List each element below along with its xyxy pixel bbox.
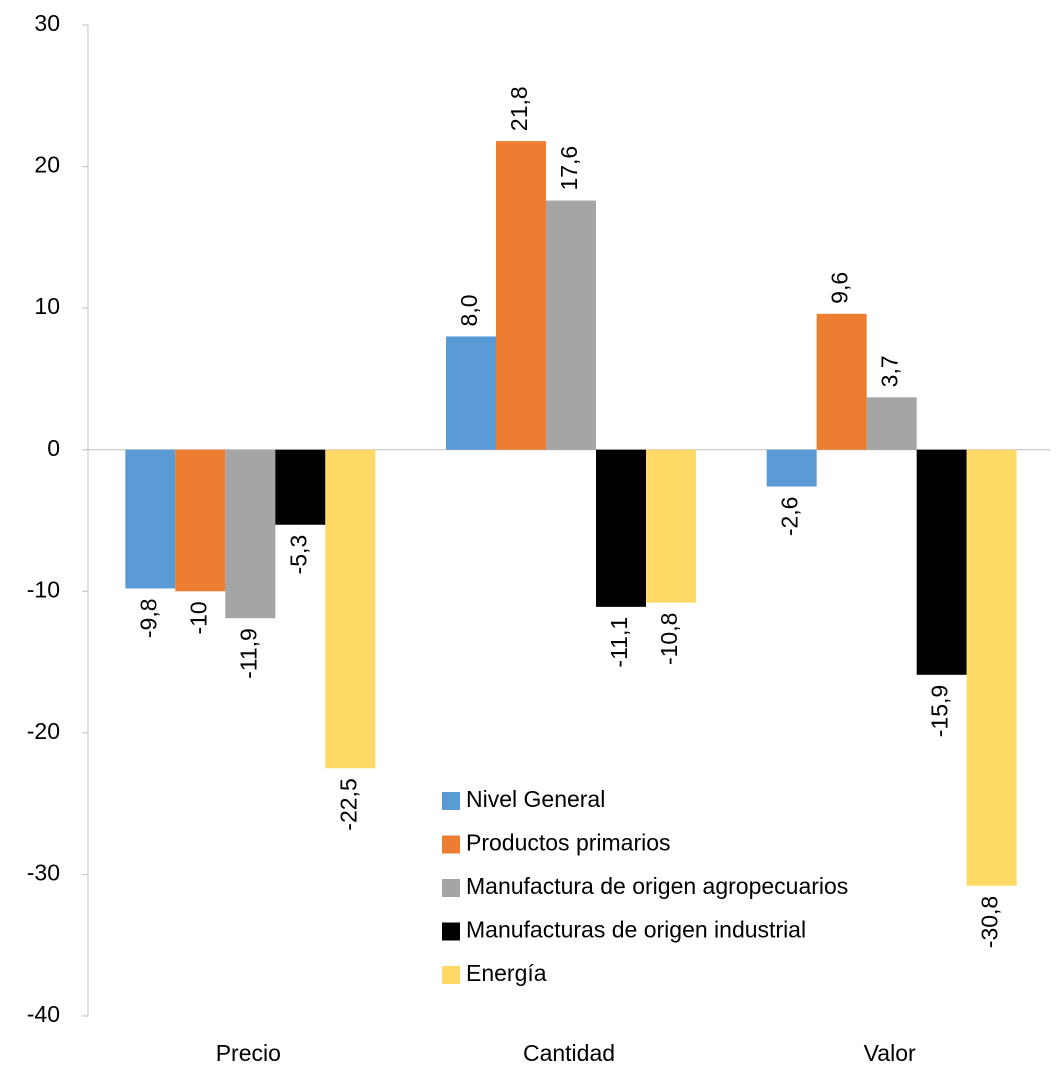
bar (325, 449, 376, 769)
bar (446, 336, 496, 450)
y-tick-label: 30 (34, 10, 60, 36)
legend-swatch (442, 922, 460, 941)
legend-swatch (442, 792, 460, 810)
value-label: 3,7 (877, 355, 903, 387)
bar (275, 449, 326, 525)
x-tick-label: Valor (864, 1040, 916, 1066)
bar (866, 397, 917, 450)
y-tick-label: -30 (27, 860, 60, 886)
value-label: 9,6 (827, 272, 853, 304)
legend-swatch (442, 879, 460, 897)
value-label: -9,8 (135, 598, 161, 638)
legend-label: Productos primarios (466, 830, 671, 856)
bar (916, 449, 967, 675)
bar (546, 200, 596, 450)
legend-swatch (442, 835, 460, 854)
y-tick-label: -20 (27, 718, 60, 744)
value-label: -11,1 (606, 617, 632, 668)
bar (125, 449, 176, 589)
value-label: -11,9 (235, 628, 261, 679)
legend-label: Nivel General (466, 786, 605, 812)
bar (596, 449, 646, 607)
legend-label: Manufactura de origen agropecuarios (466, 873, 848, 899)
y-tick-label: -10 (27, 576, 60, 602)
value-label: -15,9 (927, 685, 953, 737)
y-tick-label: 10 (34, 293, 60, 319)
bar (646, 449, 696, 603)
value-label: -22,5 (335, 778, 361, 830)
value-label: -10 (185, 601, 211, 634)
y-tick-label: -40 (27, 1001, 60, 1027)
x-tick-label: Cantidad (523, 1040, 615, 1066)
y-tick-label: 0 (47, 435, 60, 461)
value-label: 17,6 (556, 146, 582, 191)
bar (816, 313, 867, 450)
value-label: 21,8 (506, 86, 532, 131)
bar (966, 449, 1017, 886)
y-tick-label: 20 (34, 152, 60, 178)
value-label: 8,0 (456, 294, 482, 326)
legend-label: Manufacturas de origen industrial (466, 917, 806, 943)
legend-swatch (442, 966, 460, 984)
value-label: -2,6 (777, 497, 803, 537)
bar (175, 449, 226, 592)
legend-label: Energía (466, 960, 547, 986)
value-label: -30,8 (977, 896, 1003, 948)
value-label: -10,8 (656, 613, 682, 665)
bar (766, 449, 817, 487)
value-label: -5,3 (285, 535, 311, 575)
bar (496, 141, 546, 450)
bar (225, 449, 276, 619)
x-tick-label: Precio (216, 1040, 281, 1066)
